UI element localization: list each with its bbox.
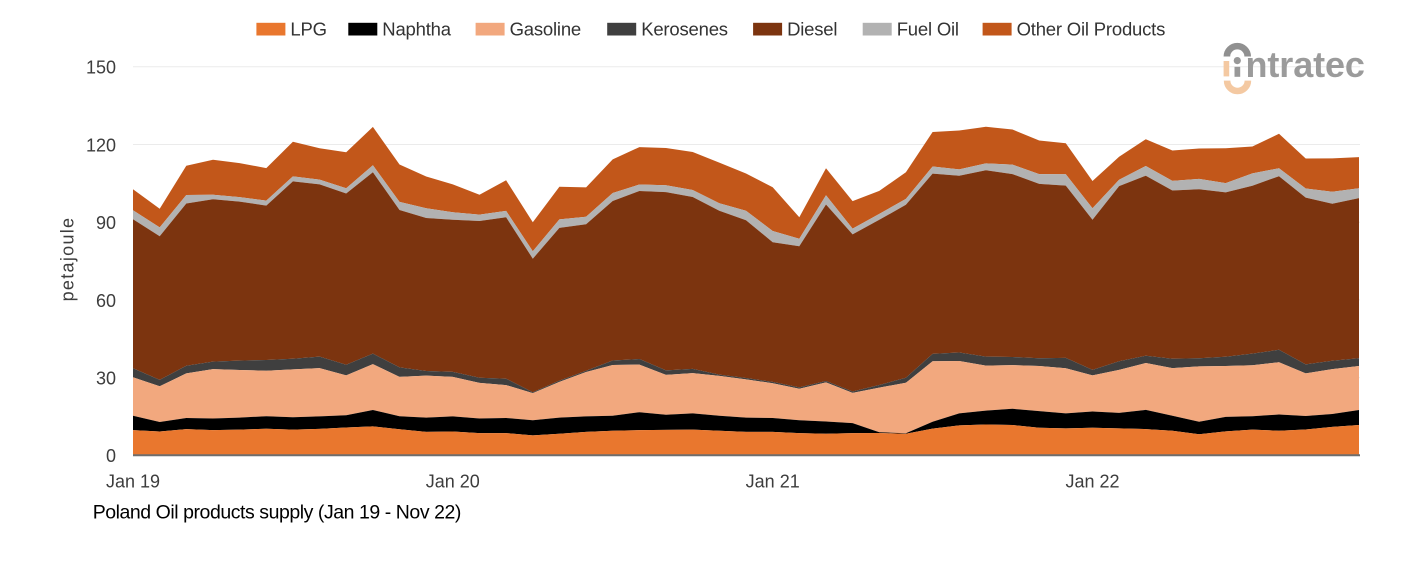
svg-text:Other Oil Products: Other Oil Products	[1017, 19, 1166, 40]
svg-text:petajoule: petajoule	[58, 217, 78, 302]
svg-text:LPG: LPG	[290, 19, 326, 40]
svg-text:30: 30	[96, 369, 116, 389]
svg-text:Jan 21: Jan 21	[746, 471, 800, 491]
svg-text:120: 120	[86, 135, 116, 155]
svg-text:Kerosenes: Kerosenes	[641, 19, 728, 40]
svg-text:Gasoline: Gasoline	[510, 19, 581, 40]
svg-text:150: 150	[86, 58, 116, 78]
svg-text:Fuel Oil: Fuel Oil	[897, 19, 959, 40]
svg-text:Jan 22: Jan 22	[1065, 471, 1119, 491]
svg-text:Poland Oil products supply (Ja: Poland Oil products supply (Jan 19 - Nov…	[93, 501, 461, 523]
svg-text:Diesel: Diesel	[787, 19, 837, 40]
svg-text:0: 0	[106, 446, 116, 466]
svg-text:Jan 19: Jan 19	[106, 471, 160, 491]
svg-text:90: 90	[96, 213, 116, 233]
svg-text:Naphtha: Naphtha	[382, 19, 451, 40]
svg-text:60: 60	[96, 291, 116, 311]
svg-text:Jan 20: Jan 20	[426, 471, 480, 491]
svg-text:ntratec: ntratec	[1246, 44, 1365, 85]
